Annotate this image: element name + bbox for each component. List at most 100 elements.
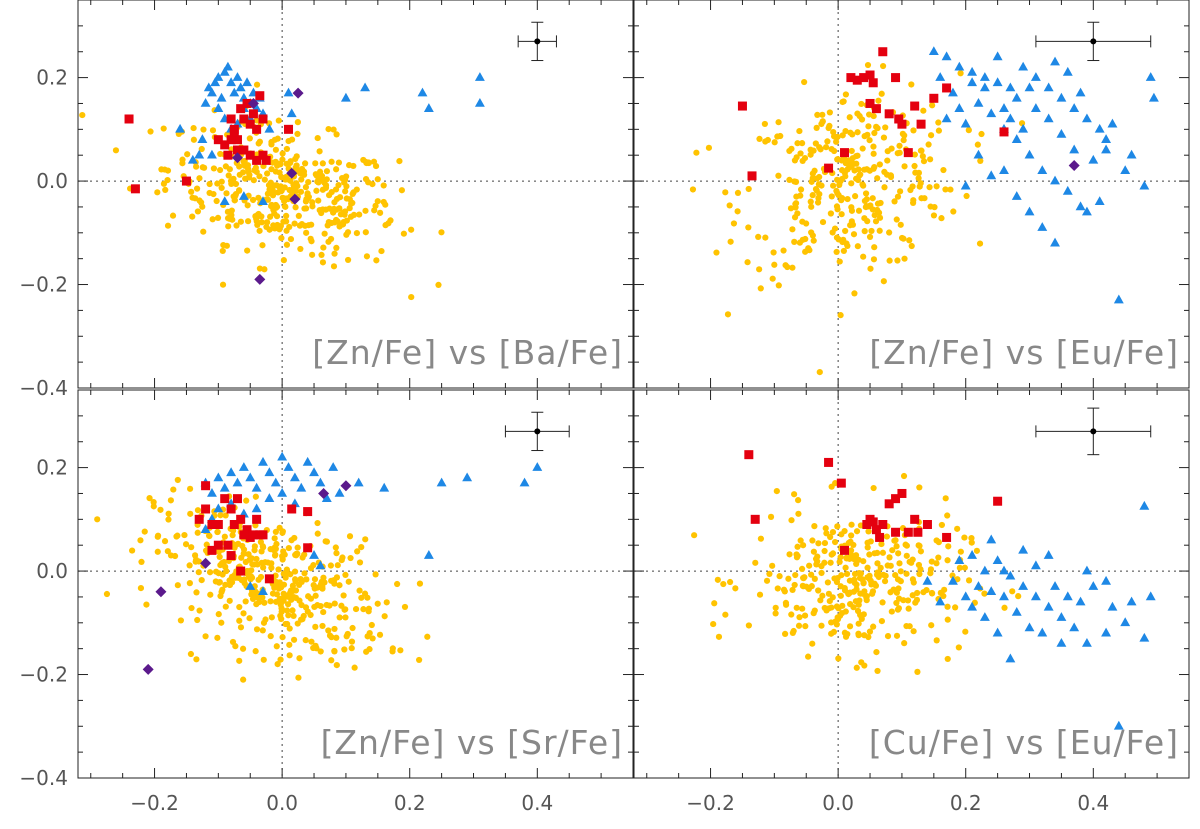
- point-purple: [254, 273, 266, 285]
- point-yellow: [866, 551, 873, 558]
- point-yellow: [312, 160, 319, 167]
- point-yellow: [858, 615, 865, 622]
- point-red: [942, 83, 952, 93]
- point-red: [903, 148, 913, 158]
- point-blue: [1018, 581, 1029, 590]
- point-blue: [1030, 72, 1041, 81]
- point-yellow: [165, 516, 172, 523]
- point-yellow: [850, 160, 857, 168]
- point-red: [232, 494, 242, 504]
- point-yellow: [219, 247, 226, 255]
- point-yellow: [855, 620, 862, 627]
- point-blue: [200, 524, 211, 533]
- point-blue: [226, 77, 237, 87]
- point-yellow: [920, 158, 928, 165]
- point-yellow: [842, 633, 850, 640]
- point-red: [865, 98, 875, 108]
- point-yellow: [362, 536, 369, 543]
- point-yellow: [801, 78, 808, 86]
- point-yellow: [802, 623, 809, 630]
- point-yellow: [285, 612, 292, 619]
- point-yellow: [917, 548, 925, 555]
- point-yellow: [154, 548, 161, 555]
- point-yellow: [174, 582, 181, 589]
- point-blue: [200, 97, 211, 107]
- point-yellow: [290, 636, 298, 643]
- point-yellow: [861, 588, 868, 595]
- point-blue: [1062, 591, 1073, 601]
- point-red: [194, 514, 204, 524]
- ticks: [634, 0, 1190, 389]
- point-red: [840, 545, 850, 555]
- point-red: [859, 73, 869, 83]
- point-yellow: [288, 596, 295, 603]
- point-yellow: [296, 655, 303, 662]
- point-yellow: [769, 275, 776, 282]
- point-red: [862, 520, 872, 530]
- point-yellow: [928, 622, 935, 629]
- point-yellow: [952, 604, 959, 611]
- point-yellow: [336, 614, 343, 621]
- point-yellow: [299, 616, 306, 623]
- point-red: [264, 574, 274, 584]
- point-yellow: [853, 528, 861, 535]
- point-blue: [1056, 612, 1067, 621]
- y-tick-label: 0.0: [36, 559, 68, 583]
- point-yellow: [829, 550, 837, 557]
- point-yellow: [261, 599, 268, 606]
- data-points: [689, 46, 1159, 376]
- point-yellow: [756, 591, 764, 598]
- point-red: [220, 494, 230, 504]
- point-blue: [175, 123, 186, 133]
- point-yellow: [693, 149, 700, 156]
- point-yellow: [884, 562, 891, 569]
- point-yellow: [319, 160, 326, 167]
- point-yellow: [303, 205, 310, 212]
- point-red: [897, 119, 907, 129]
- point-yellow: [347, 554, 354, 562]
- point-blue: [519, 477, 530, 487]
- point-yellow: [827, 210, 834, 217]
- point-yellow: [187, 650, 195, 658]
- point-yellow: [828, 483, 835, 490]
- point-yellow: [874, 560, 881, 567]
- point-blue: [1024, 82, 1035, 92]
- point-yellow: [876, 161, 883, 168]
- point-yellow: [243, 497, 250, 504]
- point-yellow: [194, 208, 202, 215]
- point-yellow: [279, 634, 286, 641]
- point-yellow: [978, 130, 985, 138]
- point-yellow: [333, 634, 340, 641]
- point-yellow: [112, 147, 120, 154]
- point-yellow: [292, 155, 299, 163]
- y-tick-label: 0.2: [36, 66, 68, 90]
- point-yellow: [910, 628, 917, 635]
- point-yellow: [828, 193, 835, 200]
- point-yellow: [250, 177, 257, 184]
- point-yellow: [221, 558, 228, 566]
- point-yellow: [218, 619, 225, 626]
- point-yellow: [257, 573, 265, 581]
- point-yellow: [786, 147, 793, 155]
- point-yellow: [822, 525, 829, 532]
- point-yellow: [296, 597, 303, 604]
- data-points: [94, 451, 543, 683]
- point-yellow: [182, 541, 190, 548]
- point-yellow: [279, 156, 286, 163]
- point-blue: [216, 92, 227, 102]
- point-red: [942, 532, 952, 542]
- point-blue: [194, 149, 205, 159]
- point-yellow: [325, 627, 332, 634]
- point-blue: [264, 493, 275, 502]
- point-yellow: [852, 552, 860, 559]
- point-yellow: [910, 197, 917, 204]
- point-blue: [277, 451, 288, 461]
- point-yellow: [233, 222, 240, 229]
- point-yellow: [914, 668, 921, 675]
- point-yellow: [842, 91, 849, 98]
- point-blue: [1075, 87, 1086, 97]
- point-yellow: [886, 229, 893, 236]
- point-yellow: [809, 232, 816, 239]
- point-yellow: [186, 562, 193, 569]
- point-yellow: [313, 172, 320, 179]
